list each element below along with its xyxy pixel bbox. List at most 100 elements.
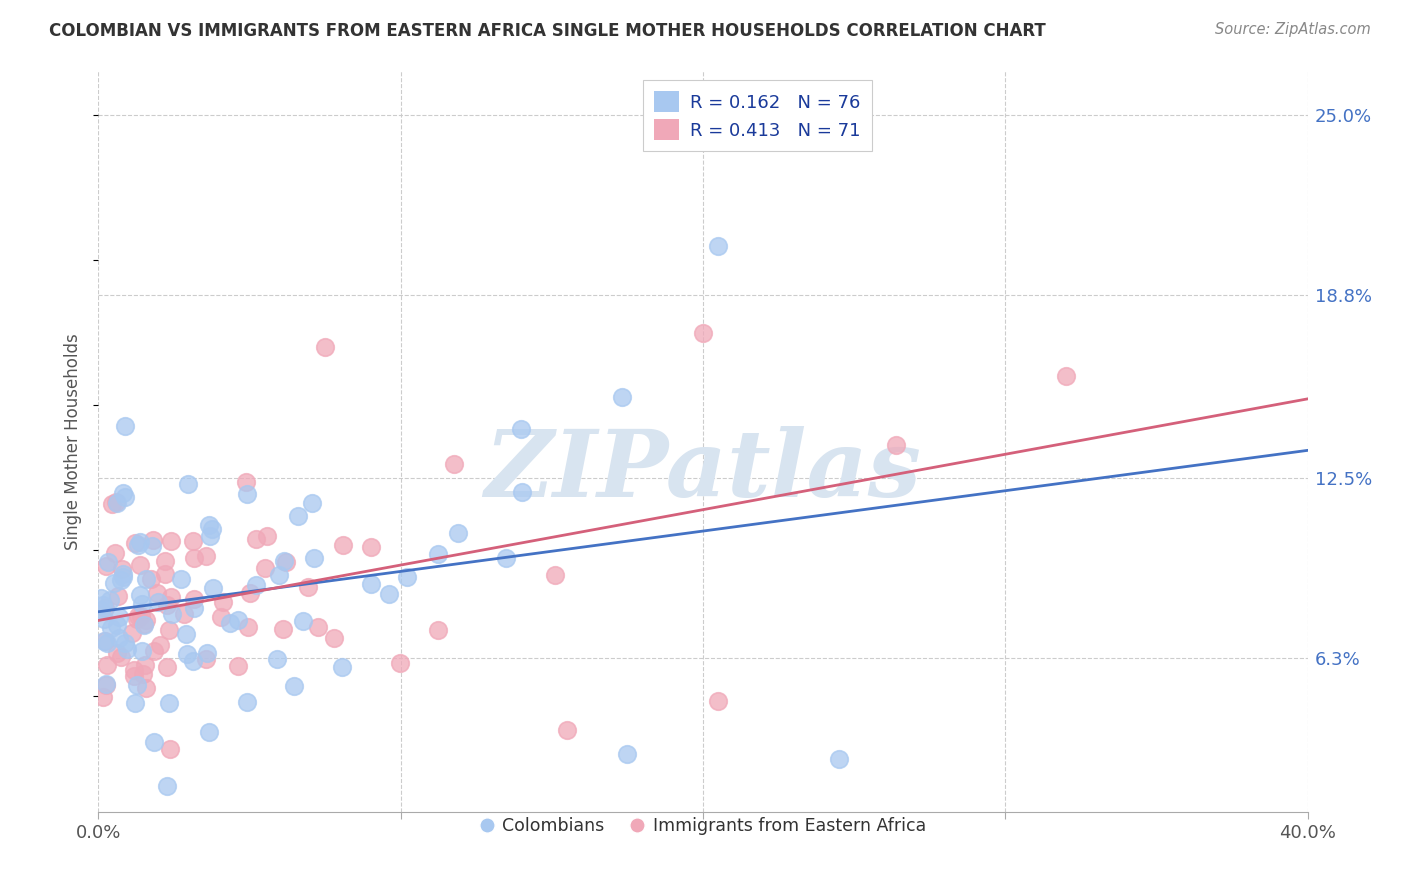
Point xyxy=(267,568,290,582)
Point xyxy=(274,555,297,569)
Point xyxy=(142,735,165,749)
Point xyxy=(149,638,172,652)
Point xyxy=(156,598,179,612)
Point xyxy=(245,578,267,592)
Point xyxy=(323,631,346,645)
Point xyxy=(377,586,399,600)
Point xyxy=(828,752,851,766)
Point xyxy=(616,747,638,761)
Point xyxy=(395,570,418,584)
Point xyxy=(132,667,155,681)
Point xyxy=(153,566,176,581)
Point xyxy=(509,422,531,436)
Point xyxy=(245,533,267,547)
Point xyxy=(211,609,233,624)
Point xyxy=(174,627,197,641)
Point xyxy=(273,554,295,568)
Point xyxy=(125,678,148,692)
Point xyxy=(122,669,145,683)
Point xyxy=(121,625,143,640)
Point xyxy=(330,660,353,674)
Point xyxy=(131,644,153,658)
Point xyxy=(266,651,288,665)
Point xyxy=(156,659,179,673)
Point xyxy=(160,607,183,621)
Point xyxy=(93,633,115,648)
Point xyxy=(304,551,326,566)
Point xyxy=(146,595,169,609)
Point xyxy=(139,572,162,586)
Point xyxy=(124,535,146,549)
Point xyxy=(124,696,146,710)
Point xyxy=(170,572,193,586)
Point xyxy=(108,609,131,624)
Point xyxy=(96,658,118,673)
Point xyxy=(283,680,305,694)
Point xyxy=(544,568,567,582)
Point xyxy=(177,477,200,491)
Point xyxy=(612,390,634,404)
Point xyxy=(360,541,382,555)
Point xyxy=(273,622,295,636)
Point xyxy=(146,585,169,599)
Point xyxy=(112,566,135,581)
Point xyxy=(104,546,127,560)
Point xyxy=(200,522,222,536)
Point xyxy=(183,550,205,565)
Point xyxy=(236,486,259,500)
Point xyxy=(93,601,115,615)
Point xyxy=(884,438,907,452)
Point xyxy=(91,598,114,612)
Point xyxy=(91,690,114,705)
Point xyxy=(117,641,139,656)
Point xyxy=(176,647,198,661)
Point xyxy=(236,620,259,634)
Point xyxy=(314,340,336,354)
Point xyxy=(555,723,578,738)
Point xyxy=(388,656,411,670)
Point xyxy=(360,577,382,591)
Point xyxy=(100,621,122,635)
Point xyxy=(127,538,149,552)
Point xyxy=(129,609,152,624)
Point xyxy=(142,644,165,658)
Point xyxy=(297,581,319,595)
Point xyxy=(114,636,136,650)
Point xyxy=(226,613,249,627)
Point xyxy=(111,485,134,500)
Point xyxy=(114,419,136,434)
Point xyxy=(181,654,204,668)
Point xyxy=(426,547,449,561)
Point xyxy=(1054,369,1077,384)
Point xyxy=(135,681,157,695)
Y-axis label: Single Mother Households: Single Mother Households xyxy=(65,334,83,549)
Text: COLOMBIAN VS IMMIGRANTS FROM EASTERN AFRICA SINGLE MOTHER HOUSEHOLDS CORRELATION: COLOMBIAN VS IMMIGRANTS FROM EASTERN AFR… xyxy=(49,22,1046,40)
Point xyxy=(93,633,115,648)
Point xyxy=(239,585,262,599)
Point xyxy=(93,611,115,625)
Point xyxy=(153,553,176,567)
Point xyxy=(103,575,125,590)
Point xyxy=(135,613,157,627)
Point xyxy=(124,663,146,677)
Point xyxy=(110,573,132,587)
Point xyxy=(707,238,730,252)
Point xyxy=(510,484,533,499)
Point xyxy=(194,652,217,666)
Point xyxy=(94,677,117,691)
Point xyxy=(94,558,117,573)
Point xyxy=(125,612,148,626)
Point xyxy=(110,650,132,665)
Point xyxy=(104,495,127,509)
Point xyxy=(181,534,204,549)
Point xyxy=(332,538,354,552)
Point xyxy=(131,597,153,611)
Point xyxy=(301,495,323,509)
Point xyxy=(159,742,181,756)
Point xyxy=(129,535,152,549)
Point xyxy=(127,608,149,623)
Point xyxy=(101,497,124,511)
Point xyxy=(307,620,329,634)
Point xyxy=(201,581,224,595)
Point xyxy=(235,475,257,489)
